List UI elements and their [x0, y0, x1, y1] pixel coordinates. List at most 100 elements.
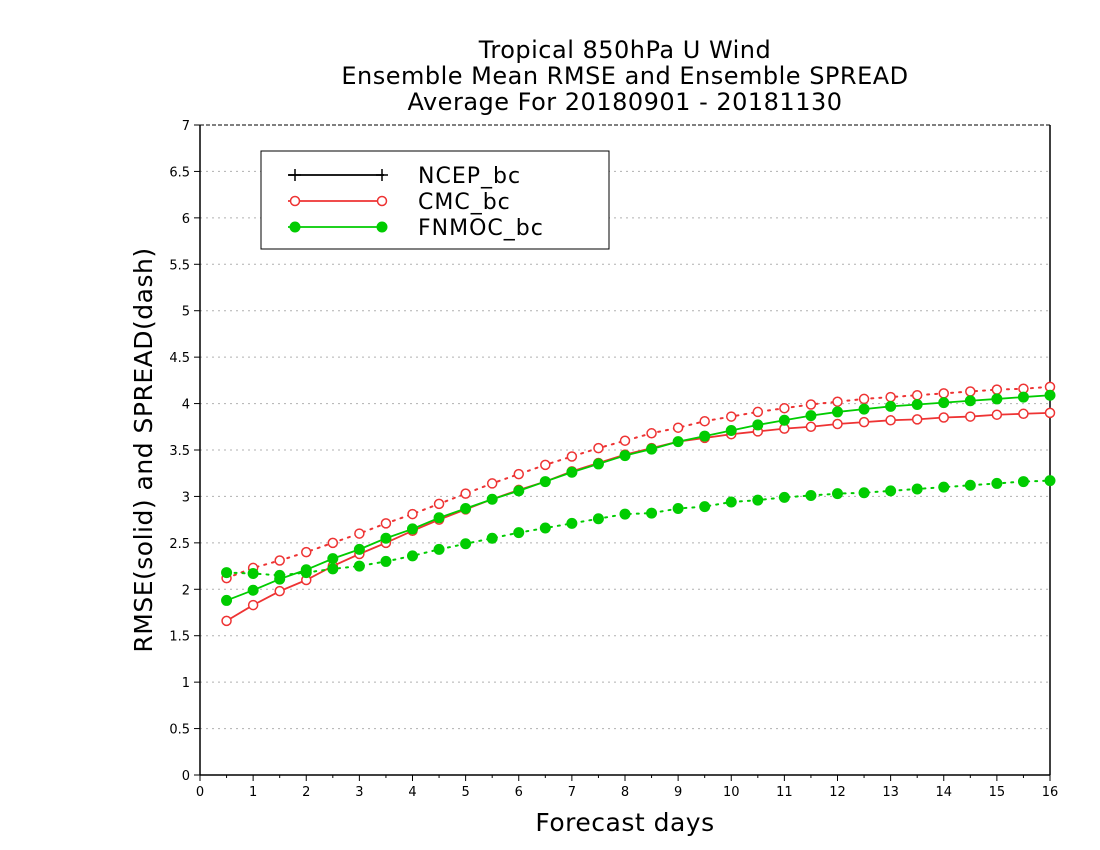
fnmoc-bc-rmse-point — [566, 466, 578, 478]
fnmoc-bc-spread-point — [938, 481, 950, 493]
y-tick-label: 4.5 — [169, 351, 190, 366]
cmc-bc-spread-point — [274, 555, 285, 566]
y-tick-label: 1 — [182, 676, 190, 691]
fnmoc-bc-spread-point — [672, 503, 684, 514]
y-tick-label: 4 — [182, 398, 190, 413]
cmc-bc-spread-point — [726, 411, 737, 422]
y-tick-label: 0.5 — [169, 723, 190, 738]
x-tick-label: 8 — [621, 785, 629, 800]
cmc-bc-spread-point — [301, 546, 312, 558]
fnmoc-bc-rmse-point — [1017, 391, 1029, 403]
x-axis-label: Forecast days — [535, 808, 715, 837]
x-tick-label: 6 — [515, 785, 523, 800]
fnmoc-bc-rmse-point — [592, 458, 604, 470]
fnmoc-bc-rmse-point — [433, 512, 445, 524]
cmc-bc-spread-point — [566, 451, 578, 462]
fnmoc-bc-rmse-point — [460, 503, 472, 514]
fnmoc-bc-rmse-point — [486, 493, 498, 505]
x-tick-label: 15 — [989, 785, 1006, 800]
cmc-bc-spread-point — [646, 428, 657, 439]
cmc-bc-spread-point — [858, 393, 870, 405]
cmc-bc-spread-point — [805, 399, 817, 410]
legend-marker — [376, 169, 388, 181]
x-tick-label: 11 — [776, 785, 793, 800]
fnmoc-bc-spread-point — [592, 513, 604, 525]
cmc-bc-rmse-point — [965, 411, 976, 422]
cmc-bc-rmse-point — [991, 409, 1003, 420]
fnmoc-bc-rmse-point — [353, 543, 365, 555]
cmc-bc-spread-point — [513, 468, 524, 480]
cmc-bc-spread-point — [965, 386, 976, 397]
fnmoc-bc-spread-point — [778, 491, 790, 503]
y-tick-label: 3 — [182, 490, 190, 505]
fnmoc-bc-spread-point — [858, 487, 870, 499]
y-axis-label: RMSE(solid) and SPREAD(dash) — [129, 247, 158, 653]
x-tick-label: 4 — [408, 785, 416, 800]
fnmoc-bc-spread-point — [885, 485, 897, 497]
cmc-bc-rmse-point — [832, 418, 843, 430]
fnmoc-bc-spread-point — [566, 517, 578, 529]
fnmoc-bc-spread-point — [752, 494, 764, 506]
fnmoc-bc-rmse-point — [725, 425, 737, 436]
fnmoc-bc-rmse-line — [226, 394, 1051, 602]
cmc-bc-spread-point — [486, 478, 498, 489]
legend-marker — [376, 195, 388, 207]
fnmoc-bc-spread-point — [539, 522, 551, 534]
cmc-bc-spread-point — [354, 528, 365, 539]
y-tick-label: 0 — [182, 769, 190, 784]
fnmoc-bc-spread-point — [486, 532, 498, 544]
chart-title-line-2: Ensemble Mean RMSE and Ensemble SPREAD — [341, 62, 909, 90]
fnmoc-bc-rmse-point — [858, 403, 870, 415]
fnmoc-bc-spread-point — [1017, 476, 1029, 488]
fnmoc-bc-spread-point — [832, 488, 843, 500]
fnmoc-bc-spread-point — [433, 543, 445, 555]
fnmoc-bc-spread-point — [353, 560, 365, 572]
fnmoc-bc-spread-point — [699, 501, 711, 513]
fnmoc-bc-spread-point — [991, 477, 1003, 489]
cmc-bc-spread-point — [779, 402, 790, 414]
fnmoc-bc-rmse-point — [778, 414, 790, 426]
fnmoc-bc-rmse-point — [699, 430, 711, 442]
cmc-bc-spread-point — [991, 384, 1003, 395]
cmc-bc-spread-point — [433, 498, 445, 510]
x-tick-label: 7 — [568, 785, 576, 800]
cmc-bc-rmse-point — [247, 599, 259, 611]
x-tick-label: 14 — [935, 785, 952, 800]
fnmoc-bc-spread-point — [247, 568, 259, 579]
cmc-bc-spread-point — [593, 442, 604, 454]
y-tick-label: 5 — [182, 305, 190, 320]
cmc-bc-spread-point — [380, 518, 392, 529]
fnmoc-bc-spread-point — [964, 479, 976, 491]
x-tick-label: 9 — [674, 785, 682, 800]
fnmoc-bc-rmse-point — [274, 573, 286, 585]
fnmoc-bc-rmse-point — [619, 450, 631, 462]
fnmoc-bc-rmse-point — [380, 532, 392, 544]
y-tick-label: 5.5 — [169, 258, 190, 273]
x-tick-label: 12 — [829, 785, 846, 800]
cmc-bc-spread-point — [911, 389, 923, 401]
x-tick-label: 13 — [882, 785, 899, 800]
legend-label: CMC_bc — [418, 190, 511, 215]
fnmoc-bc-rmse-point — [832, 406, 843, 418]
y-tick-label: 6 — [182, 212, 190, 227]
fnmoc-bc-spread-point — [513, 527, 525, 539]
y-tick-label: 2 — [182, 583, 190, 598]
x-tick-label: 1 — [249, 785, 257, 800]
fnmoc-bc-rmse-point — [247, 584, 259, 596]
cmc-bc-spread-point — [885, 391, 896, 403]
fnmoc-bc-rmse-point — [646, 443, 658, 455]
x-tick-label: 5 — [461, 785, 469, 800]
cmc-bc-spread-point — [699, 415, 710, 427]
fnmoc-bc-spread-point — [619, 508, 631, 520]
cmc-bc-spread-point — [672, 422, 684, 433]
cmc-bc-spread-point — [540, 459, 551, 471]
fnmoc-bc-rmse-point — [1044, 389, 1056, 401]
cmc-bc-rmse-point — [1044, 407, 1056, 419]
fnmoc-bc-spread-point — [327, 563, 339, 575]
fnmoc-bc-rmse-point — [407, 523, 418, 535]
fnmoc-bc-rmse-point — [672, 436, 684, 448]
cmc-bc-spread-point — [327, 537, 339, 549]
